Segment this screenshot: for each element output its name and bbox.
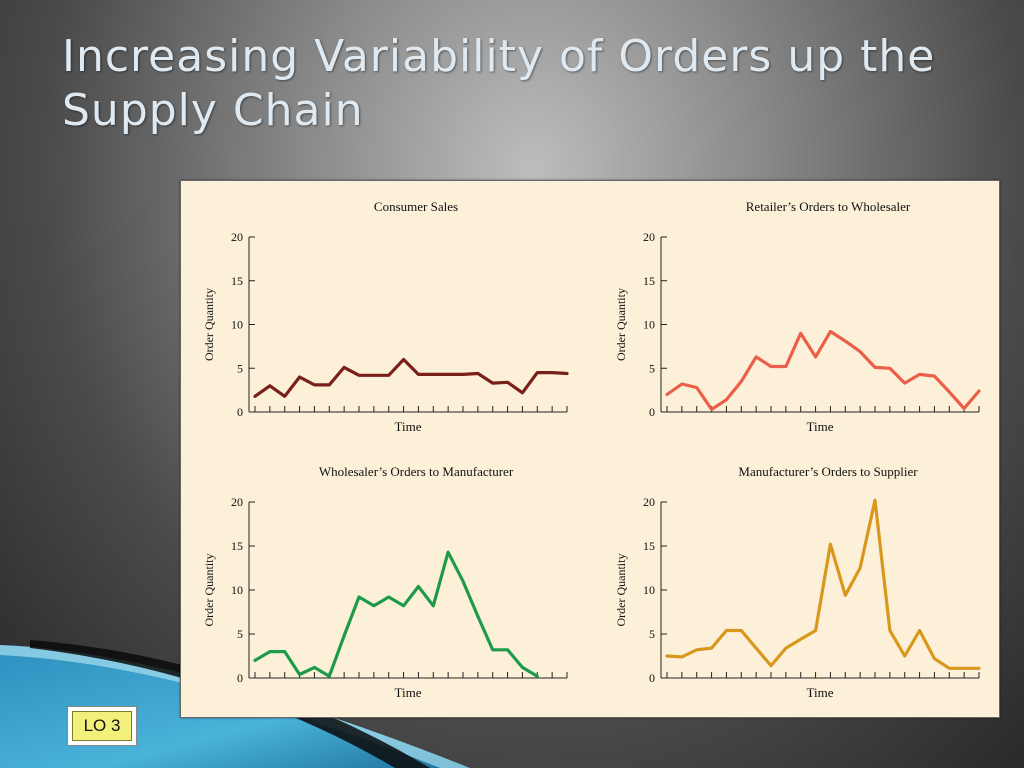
chart1-y-tick-label: 5 xyxy=(237,361,243,375)
chart4-y-tick-label: 15 xyxy=(643,539,655,553)
chart2-y-tick-label: 20 xyxy=(643,230,655,244)
chart2-x-label: Time xyxy=(807,419,834,434)
chart4-y-label: Order Quantity xyxy=(614,554,628,627)
chart1-y-tick-label: 20 xyxy=(231,230,243,244)
chart4-title: Manufacturer’s Orders to Supplier xyxy=(738,464,918,479)
chart1-title: Consumer Sales xyxy=(374,199,458,214)
chart1-series-line xyxy=(253,357,569,398)
chart2-y-tick-label: 15 xyxy=(643,274,655,288)
chart4-series-line xyxy=(665,498,981,670)
chart3-y-tick-label: 15 xyxy=(231,539,243,553)
chart4-y-tick-label: 5 xyxy=(649,627,655,641)
chart3-series-line xyxy=(253,550,539,678)
chart1-y-tick-label: 10 xyxy=(231,318,243,332)
learning-objective-badge: LO 3 xyxy=(67,706,137,746)
chart2-series-line xyxy=(665,329,981,411)
chart3-x-label: Time xyxy=(395,685,422,700)
chart2-y-tick-label: 10 xyxy=(643,318,655,332)
chart2-y-tick-label: 5 xyxy=(649,361,655,375)
chart1-x-label: Time xyxy=(395,419,422,434)
chart1-y-tick-label: 0 xyxy=(237,405,243,419)
chart3-title: Wholesaler’s Orders to Manufacturer xyxy=(319,464,514,479)
chart4-y-tick-label: 0 xyxy=(649,671,655,685)
chart4-y-tick-label: 10 xyxy=(643,583,655,597)
chart3-y-tick-label: 0 xyxy=(237,671,243,685)
chart-panel: Consumer Sales 0 5 10 15 20 Time Order Quantity… xyxy=(180,180,1000,718)
lo-badge-label: LO 3 xyxy=(72,711,132,741)
chart4-y-tick-label: 20 xyxy=(643,495,655,509)
chart1-y-label: Order Quantity xyxy=(202,288,216,361)
chart3-y-tick-label: 10 xyxy=(231,583,243,597)
slide-title: Increasing Variability of Orders up the … xyxy=(62,31,936,136)
chart2-title: Retailer’s Orders to Wholesaler xyxy=(746,199,911,214)
chart4-x-label: Time xyxy=(807,685,834,700)
chart2-y-label: Order Quantity xyxy=(614,288,628,361)
chart3-y-label: Order Quantity xyxy=(202,554,216,627)
chart2-y-tick-label: 0 xyxy=(649,405,655,419)
charts-svg: Consumer Sales 0 5 10 15 20 Time Order Quantity… xyxy=(202,199,981,700)
chart3-y-tick-label: 5 xyxy=(237,627,243,641)
chart1-y-tick-label: 15 xyxy=(231,274,243,288)
chart3-y-tick-label: 20 xyxy=(231,495,243,509)
